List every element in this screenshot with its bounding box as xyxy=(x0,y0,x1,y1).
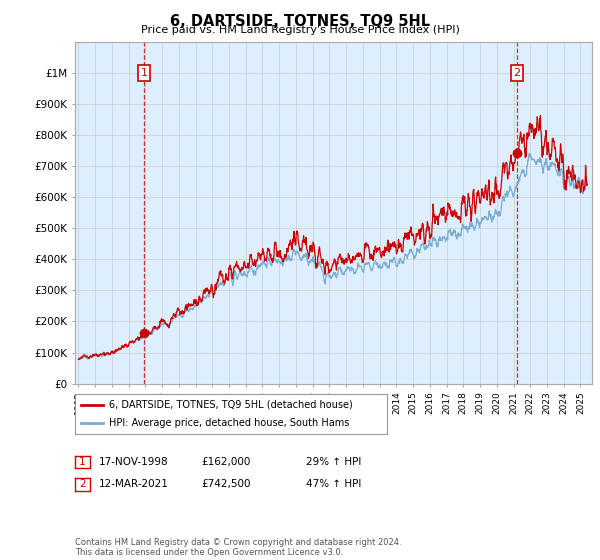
Text: Contains HM Land Registry data © Crown copyright and database right 2024.
This d: Contains HM Land Registry data © Crown c… xyxy=(75,538,401,557)
Text: 6, DARTSIDE, TOTNES, TQ9 5HL (detached house): 6, DARTSIDE, TOTNES, TQ9 5HL (detached h… xyxy=(109,400,353,410)
Text: HPI: Average price, detached house, South Hams: HPI: Average price, detached house, Sout… xyxy=(109,418,350,428)
Text: £742,500: £742,500 xyxy=(201,479,251,489)
Text: 47% ↑ HPI: 47% ↑ HPI xyxy=(306,479,361,489)
Text: 12-MAR-2021: 12-MAR-2021 xyxy=(99,479,169,489)
Text: 2: 2 xyxy=(79,479,86,489)
Text: 2: 2 xyxy=(514,68,521,78)
Text: 1: 1 xyxy=(140,68,148,78)
Text: 17-NOV-1998: 17-NOV-1998 xyxy=(99,457,169,467)
Text: 29% ↑ HPI: 29% ↑ HPI xyxy=(306,457,361,467)
Text: Price paid vs. HM Land Registry's House Price Index (HPI): Price paid vs. HM Land Registry's House … xyxy=(140,25,460,35)
Text: 6, DARTSIDE, TOTNES, TQ9 5HL: 6, DARTSIDE, TOTNES, TQ9 5HL xyxy=(170,14,430,29)
Text: 1: 1 xyxy=(79,457,86,467)
Text: £162,000: £162,000 xyxy=(201,457,250,467)
